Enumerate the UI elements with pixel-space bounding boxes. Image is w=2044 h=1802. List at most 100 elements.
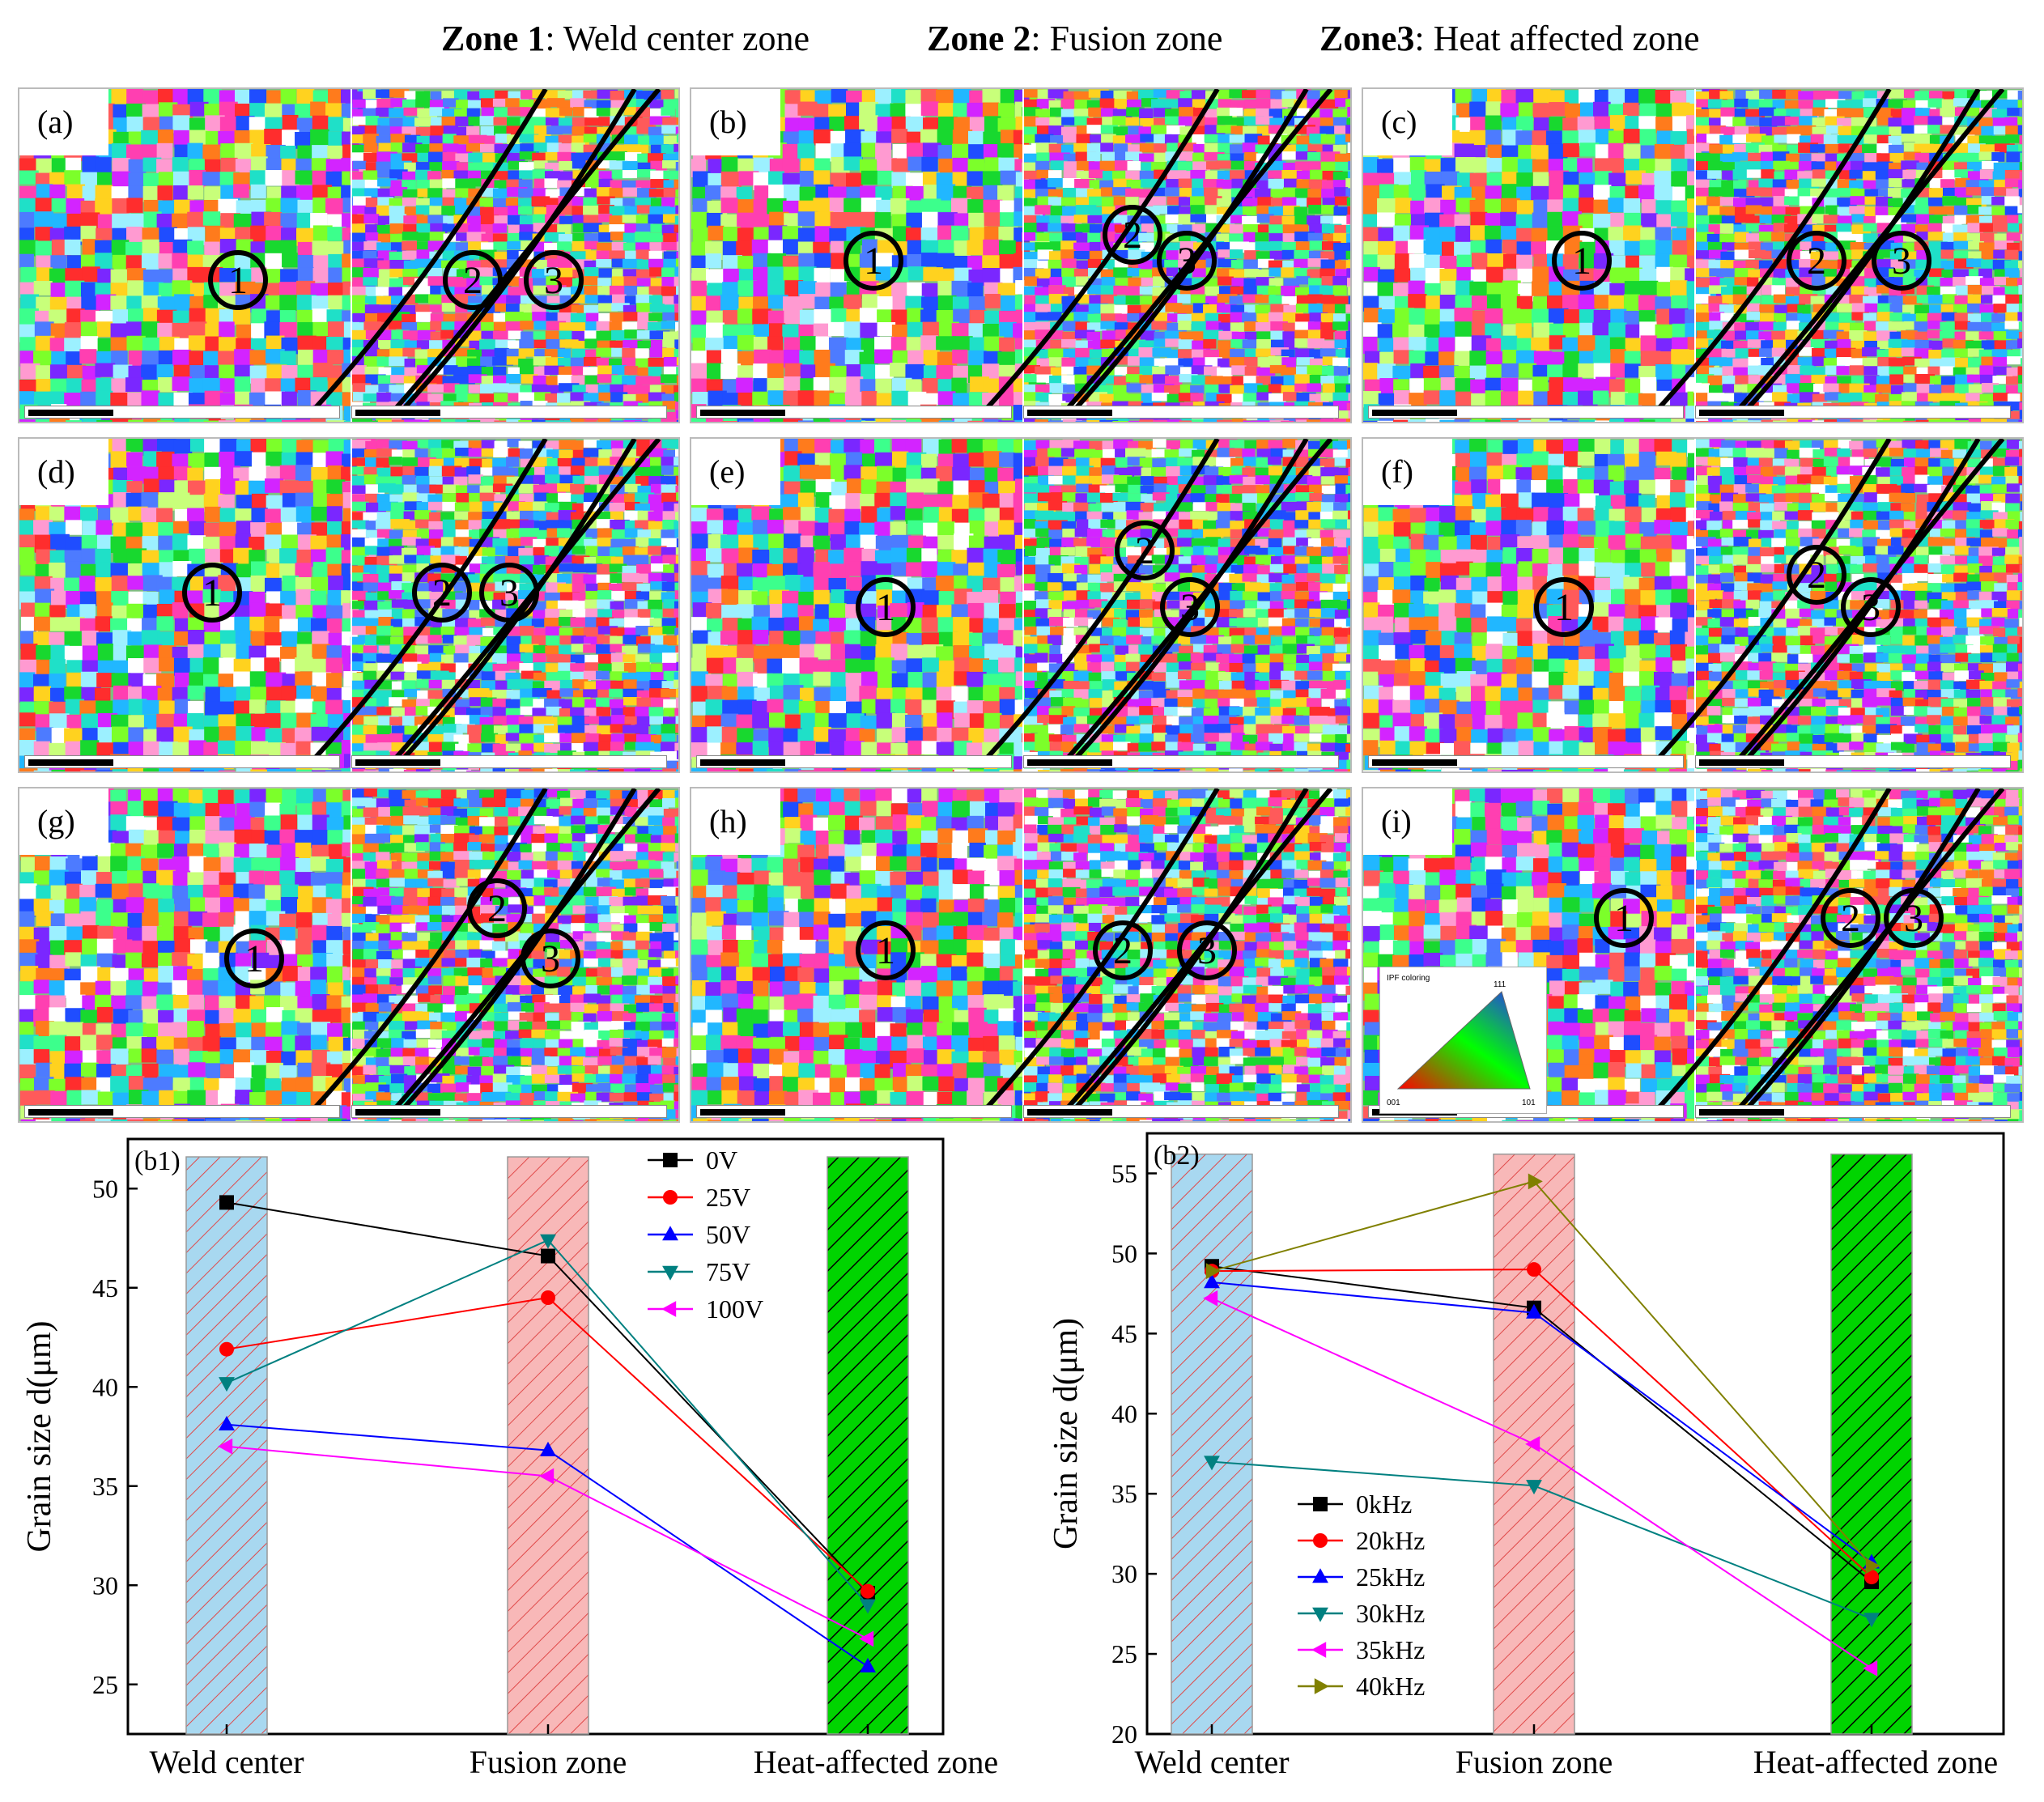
y-tick-label: 40 [92,1372,118,1401]
figure-header: Zone 1: Weld center zone Zone 2: Fusion … [0,18,2044,74]
scale-bar [351,1105,667,1118]
svg-text:1: 1 [228,259,248,302]
y-tick-label: 50 [92,1174,118,1203]
ebsd-grain-map: 1 2 3 [1363,89,2024,423]
scale-bar [1695,406,2011,419]
ebsd-grain-map: 123 [1363,439,2024,773]
legend-entry: 100V [706,1294,763,1324]
panel-letter: (i) [1363,788,1452,855]
data-point [219,1342,234,1357]
svg-text:3: 3 [1177,240,1196,283]
zone-bar-1 [1171,1154,1252,1734]
x-tick-label: Heat-affected zone [754,1744,998,1780]
panel-letter: (g) [19,788,108,855]
y-tick-label: 35 [92,1472,118,1501]
legend-entry: 20kHz [1356,1526,1425,1555]
svg-text:2: 2 [463,259,482,302]
zone-bar-3 [1831,1154,1912,1734]
scale-bar [24,1105,340,1118]
scale-bar [1368,406,1684,419]
svg-text:3: 3 [1892,240,1911,283]
x-tick-label: Heat-affected zone [1753,1744,1998,1780]
panel-letter: (b) [691,89,780,155]
y-tick-label: 30 [92,1570,118,1600]
y-tick-label: 30 [1111,1559,1137,1588]
zone2-caption: Zone 2: Fusion zone [927,18,1222,59]
data-point [219,1195,234,1209]
scale-bar [351,755,667,768]
svg-text:2: 2 [1807,240,1826,283]
scale-bar [24,406,340,419]
panel-letter: (d) [19,439,108,505]
svg-text:3: 3 [544,259,563,302]
panel-label: (b2) [1154,1141,1200,1171]
scale-bar [1695,1105,2011,1118]
zone3-caption: Zone3: Heat affected zone [1319,18,1700,59]
y-tick-label: 50 [1111,1239,1137,1268]
legend-entry: 75V [706,1257,750,1286]
y-tick-label: 40 [1111,1399,1137,1428]
panel-letter: (a) [19,89,108,155]
legend-entry: 30kHz [1356,1599,1425,1628]
svg-text:2: 2 [1123,214,1142,257]
panel-letter: (f) [1363,439,1452,505]
data-point [541,1290,555,1305]
ebsd-map-panel: 1 2 3 (c) [1362,87,2024,423]
scale-bar [24,755,340,768]
ebsd-map-panel: 1 2 3 (a) [18,87,680,423]
ebsd-grain-map: 123 [691,439,1352,773]
legend: 0V 25V 50V 75V 100V [648,1145,763,1324]
x-tick-label: Fusion zone [470,1744,627,1780]
scale-bar [696,406,1012,419]
panel-label: (b1) [134,1146,181,1176]
y-tick-label: 20 [1111,1719,1137,1749]
data-point [861,1584,875,1599]
legend-entry: 0kHz [1356,1490,1412,1519]
scale-bar [1023,755,1339,768]
scale-bar [351,406,667,419]
x-tick-label: Weld center [1134,1744,1289,1780]
scale-bar [1023,1105,1339,1118]
y-tick-label: 25 [92,1670,118,1699]
ebsd-grain-map: 1 23 [691,89,1352,423]
panel-letter: (c) [1363,89,1452,155]
svg-text:1: 1 [864,240,883,283]
svg-text:1: 1 [1572,240,1591,283]
x-tick-label: Weld center [149,1744,304,1780]
scale-bar [696,1105,1012,1118]
scale-bar [1023,406,1339,419]
scale-bar [1368,755,1684,768]
x-tick-label: Fusion zone [1455,1744,1613,1780]
y-tick-label: 35 [1111,1479,1137,1508]
zone1-caption: Zone 1: Weld center zone [441,18,810,59]
panel-letter: (h) [691,788,780,855]
y-tick-label: 25 [1111,1639,1137,1668]
legend-entry: 35kHz [1356,1635,1425,1664]
scale-bar [696,755,1012,768]
legend-entry: 40kHz [1356,1672,1425,1701]
y-tick-label: 55 [1111,1158,1137,1188]
panel-letter: (e) [691,439,780,505]
y-axis-label: Grain size d(μm) [21,1320,58,1552]
legend-entry: 25V [706,1183,750,1212]
legend-entry: 25kHz [1356,1562,1425,1592]
legend-entry: 0V [706,1145,737,1175]
scale-bar [1695,755,2011,768]
ebsd-grain-map: 123 [19,788,680,1123]
ebsd-grain-map: 1 2 3 [19,89,680,423]
legend: 0kHz 20kHz 25kHz 30kHz 35kHz 40kHz [1298,1490,1425,1701]
data-point [541,1249,555,1264]
legend-entry: 50V [706,1220,750,1249]
